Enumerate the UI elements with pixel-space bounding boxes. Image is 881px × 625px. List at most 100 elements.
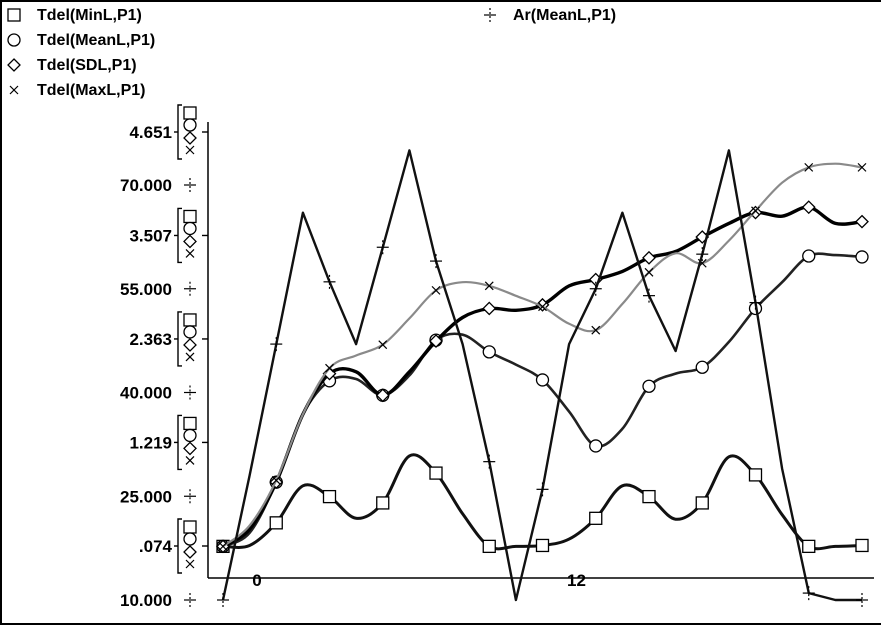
series-plus (217, 149, 868, 607)
data-point-square (322, 489, 337, 504)
data-point-circle (482, 345, 496, 359)
data-point-plus (589, 281, 602, 296)
data-point-circle (855, 250, 869, 264)
data-point-diamond (642, 250, 656, 265)
data-point-plus (217, 593, 229, 607)
data-point-plus (323, 274, 336, 289)
data-point-square (802, 539, 816, 554)
y-tick-marker-group (174, 311, 208, 367)
data-point-square (429, 466, 443, 480)
data-point-plus (483, 454, 496, 469)
data-point-plus (856, 593, 868, 607)
data-point-circle (802, 249, 816, 263)
legend-marker-plus (484, 8, 496, 22)
data-point-diamond (855, 214, 869, 229)
y-tick-label: 1.219 (129, 433, 172, 452)
data-point-square (855, 538, 869, 553)
data-point-diamond (375, 388, 390, 403)
data-point-plus (643, 288, 655, 303)
y-tick-label: 70.000 (120, 176, 172, 195)
legend-label: Tdel(MaxL,P1) (37, 82, 145, 99)
data-point-cross (751, 206, 760, 216)
data-point-cross (431, 285, 441, 295)
y-tick-marker-group (174, 414, 208, 471)
data-point-square (535, 538, 550, 553)
legend-label: Tdel(MinL,P1) (37, 7, 142, 24)
y-tick-marker-group (174, 207, 208, 264)
tick-cross-marker (185, 456, 195, 465)
tick-square-marker (183, 313, 197, 327)
legend-entry: Ar(MeanL,P1) (484, 7, 616, 24)
y-tick-label: 25.000 (120, 487, 172, 506)
tick-plus-marker (184, 178, 196, 192)
data-point-cross (644, 267, 654, 277)
series-square (216, 453, 869, 554)
y-tick-label: 10.000 (120, 591, 172, 610)
x-tick-label: 0 (252, 571, 261, 590)
data-point-cross (218, 541, 228, 551)
data-point-cross (271, 475, 281, 485)
tick-circle-marker (183, 532, 197, 546)
tick-square-marker (183, 520, 197, 534)
data-point-square (748, 468, 763, 482)
data-point-cross (484, 281, 494, 291)
axes (207, 122, 874, 579)
x-tick-label: 12 (567, 571, 586, 590)
legend-label: Tdel(SDL,P1) (37, 57, 137, 74)
data-point-diamond (801, 200, 816, 215)
tick-plus-marker (184, 489, 196, 504)
y-tick-marker-group (174, 104, 208, 160)
series-line-square (222, 453, 863, 551)
legend-label: Tdel(MeanL,P1) (37, 32, 155, 49)
data-point-cross (325, 363, 334, 373)
data-point-circle (535, 373, 550, 387)
tick-square-marker (183, 416, 197, 431)
data-point-plus (270, 337, 283, 352)
legend-entry: Tdel(SDL,P1) (7, 57, 137, 74)
series-cross (218, 162, 867, 551)
y-tick-label: .074 (139, 537, 173, 556)
tick-labels: 4.651 70.000 3.507 55.000 2.363 40.000 1.219 25… (120, 104, 586, 610)
tick-diamond-marker (183, 441, 197, 456)
legend-marker-diamond (7, 58, 21, 72)
data-point-square (642, 489, 656, 504)
tick-plus-marker (184, 593, 196, 607)
data-point-plus (536, 482, 549, 497)
legend-entry: Tdel(MeanL,P1) (7, 32, 155, 49)
data-point-plus (749, 295, 762, 310)
series-line-circle (222, 252, 863, 548)
data-point-diamond (429, 334, 443, 348)
tick-diamond-marker (183, 131, 197, 145)
legend-marker-cross (9, 85, 19, 95)
tick-cross-marker (185, 249, 195, 258)
data-point-cross (857, 162, 867, 172)
legend: Tdel(MinL,P1) Tdel(MeanL,P1) Tdel(SDL,P1) T… (7, 7, 616, 99)
data-point-cross (591, 325, 601, 335)
tick-cross-marker (185, 559, 195, 569)
data-point-square (482, 539, 496, 554)
tick-plus-marker (184, 281, 196, 296)
tick-circle-marker (183, 325, 197, 339)
y-tick-label: 2.363 (129, 330, 172, 349)
data-point-plus (430, 254, 442, 269)
tick-circle-marker (183, 221, 197, 236)
data-point-plus (696, 247, 709, 262)
data-point-square (695, 496, 709, 510)
tick-circle-marker (183, 118, 197, 132)
data-point-cross (538, 302, 547, 312)
tick-square-marker (183, 209, 197, 224)
data-point-square (589, 511, 603, 525)
tick-diamond-marker (183, 234, 197, 249)
data-point-diamond (482, 301, 497, 316)
data-point-circle (695, 360, 709, 374)
data-point-plus (376, 240, 389, 255)
legend-marker-square (7, 8, 21, 22)
tick-cross-marker (185, 145, 195, 155)
data-point-plus (802, 586, 815, 601)
tick-circle-marker (183, 428, 197, 443)
tick-diamond-marker (183, 545, 197, 559)
y-tick-label: 40.000 (120, 384, 172, 403)
tick-square-marker (183, 106, 197, 120)
